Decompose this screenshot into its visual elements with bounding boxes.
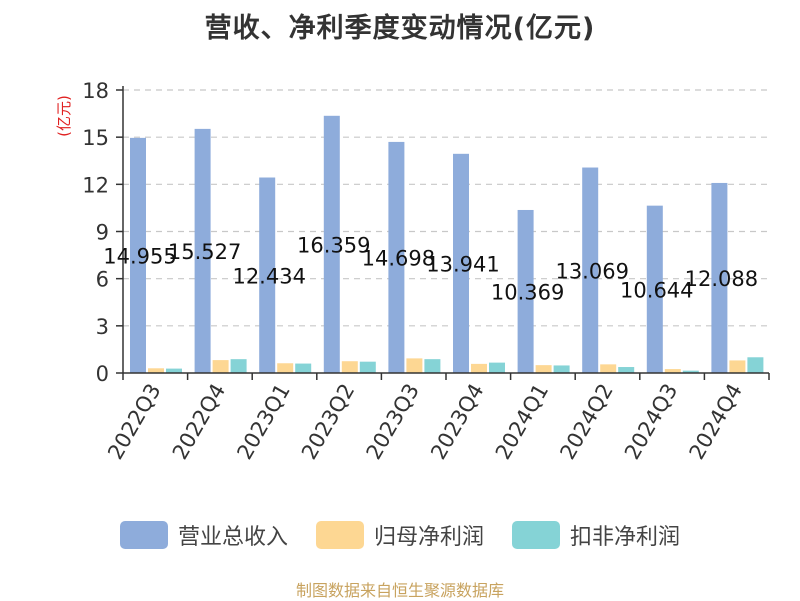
bar [517, 209, 534, 373]
data-label: 12.088 [685, 267, 758, 291]
x-tick-label: 2023Q3 [362, 380, 424, 464]
legend-item-revenue[interactable]: 营业总收入 [119, 519, 288, 551]
legend-swatch-net-profit [315, 521, 364, 549]
bar [664, 369, 681, 373]
data-label: 12.434 [232, 264, 305, 288]
bar [277, 363, 294, 373]
x-tick-label: 2024Q2 [555, 380, 617, 464]
legend-label-deducted-profit: 扣非净利润 [570, 525, 681, 550]
y-tick-label: 15 [82, 126, 109, 150]
bar [471, 363, 487, 373]
bar [148, 368, 164, 373]
bars [130, 115, 764, 373]
legend-item-net-profit[interactable]: 归母净利润 [315, 519, 484, 551]
x-tick-label: 2024Q1 [491, 380, 553, 464]
x-tick-label: 2023Q4 [426, 380, 488, 464]
source-note: 制图数据来自恒生聚源数据库 [295, 581, 504, 600]
bar [582, 167, 599, 373]
data-label: 10.644 [620, 278, 693, 302]
legend-swatch-deducted-profit [512, 521, 560, 549]
bar [453, 153, 469, 373]
data-label: 15.527 [168, 240, 241, 264]
bar [166, 368, 182, 373]
bar [295, 363, 312, 373]
legend-label-revenue: 营业总收入 [177, 525, 288, 550]
bar [682, 370, 699, 373]
x-tick-label: 2023Q1 [232, 380, 294, 464]
y-tick-label: 6 [96, 268, 109, 292]
bar [535, 365, 552, 373]
bar [618, 367, 635, 373]
y-tick-label: 9 [96, 221, 109, 245]
bar [406, 358, 423, 373]
legend-swatch-revenue [119, 521, 168, 549]
bar [341, 361, 358, 373]
y-tick-label: 3 [96, 315, 109, 339]
bar [359, 361, 376, 373]
data-label: 16.359 [297, 233, 370, 257]
x-tick-label: 2022Q3 [103, 380, 165, 464]
y-tick-label: 0 [96, 362, 109, 386]
legend-item-deducted-profit[interactable]: 扣非净利润 [512, 519, 680, 551]
y-tick-label: 18 [82, 79, 109, 103]
bar [323, 115, 340, 373]
legend: 营业总收入 归母净利润 扣非净利润 [0, 519, 800, 551]
data-label: 14.955 [103, 244, 176, 268]
data-label: 14.698 [362, 246, 435, 270]
bar [711, 182, 728, 373]
bar [489, 362, 505, 373]
bar [424, 359, 441, 373]
y-axis-label: (亿元) [55, 95, 73, 137]
bar [230, 359, 247, 373]
x-tick-label: 2023Q2 [297, 380, 359, 464]
bar [646, 205, 663, 373]
x-tick-label: 2022Q4 [168, 380, 230, 464]
bar [729, 360, 746, 373]
bar [130, 137, 146, 373]
grid-lines [123, 89, 769, 327]
bar [212, 360, 229, 373]
bar [194, 128, 211, 373]
x-tick-label: 2024Q4 [685, 380, 747, 464]
bar [259, 177, 276, 373]
bar [553, 365, 570, 373]
data-label: 10.369 [491, 280, 564, 304]
bar [388, 141, 405, 373]
data-label: 13.069 [555, 259, 628, 283]
data-label: 13.941 [426, 252, 499, 276]
chart-title: 营收、净利季度变动情况(亿元) [204, 13, 596, 44]
legend-label-net-profit: 归母净利润 [373, 525, 484, 550]
bar [747, 357, 764, 373]
x-tick-label: 2024Q3 [620, 380, 682, 464]
y-tick-label: 12 [82, 173, 109, 197]
bar [600, 364, 617, 373]
